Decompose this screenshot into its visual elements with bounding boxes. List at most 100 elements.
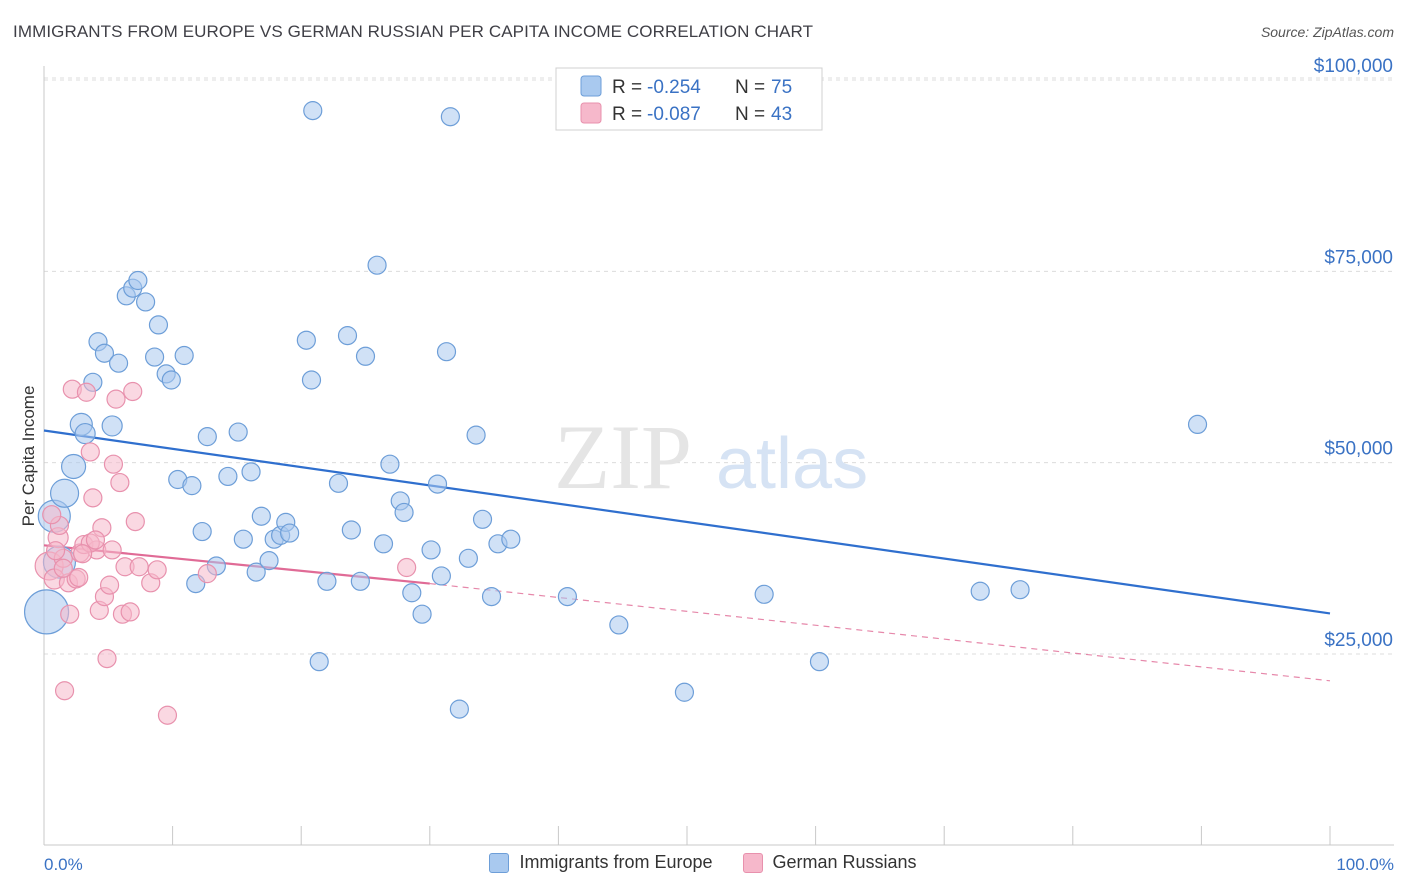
point-immigrants-from-europe [60, 453, 87, 480]
y-tick-label: $25,000 [1324, 630, 1393, 651]
point-immigrants-from-europe [94, 343, 115, 363]
point-immigrants-from-europe [108, 353, 129, 373]
stats-r-label-2: R = [612, 104, 642, 125]
watermark-atlas: atlas [716, 424, 868, 504]
point-german-russians [45, 541, 66, 561]
legend-swatch-pink [742, 852, 763, 873]
stats-n-label-2: N = [735, 104, 765, 125]
point-german-russians [125, 511, 145, 532]
legend-label-german-russians: German Russians [772, 852, 917, 872]
point-immigrants-from-europe [436, 342, 457, 362]
point-immigrants-from-europe [182, 476, 202, 496]
point-immigrants-from-europe [228, 422, 248, 442]
point-immigrants-from-europe [355, 346, 376, 366]
point-immigrants-from-europe [197, 427, 217, 447]
point-immigrants-from-europe [449, 699, 469, 719]
point-immigrants-from-europe [259, 551, 279, 571]
stats-n-label-1: N = [735, 77, 765, 98]
point-immigrants-from-europe [412, 604, 432, 624]
point-german-russians [123, 381, 143, 402]
point-immigrants-from-europe [1187, 414, 1208, 434]
point-immigrants-from-europe [101, 415, 123, 437]
stats-n-value-1: 75 [771, 77, 792, 98]
stats-r-label-1: R = [612, 77, 642, 98]
legend-item-immigrants-from-europe[interactable]: Immigrants from Europe [489, 852, 713, 873]
point-immigrants-from-europe [337, 326, 358, 346]
y-tick-label: $50,000 [1324, 439, 1393, 460]
point-german-russians [106, 389, 126, 409]
point-immigrants-from-europe [501, 529, 521, 549]
point-immigrants-from-europe [557, 586, 578, 607]
point-german-russians [120, 602, 140, 622]
point-german-russians [110, 472, 130, 493]
point-immigrants-from-europe [472, 509, 493, 529]
point-immigrants-from-europe [49, 478, 80, 508]
point-immigrants-from-europe [301, 370, 322, 390]
point-immigrants-from-europe [380, 454, 400, 474]
point-immigrants-from-europe [809, 652, 830, 672]
point-german-russians [85, 530, 106, 550]
point-german-russians [72, 544, 93, 564]
point-german-russians [83, 488, 103, 508]
point-immigrants-from-europe [754, 584, 774, 604]
point-immigrants-from-europe [218, 466, 238, 487]
stats-swatch-blue [580, 75, 602, 97]
point-immigrants-from-europe [192, 521, 212, 542]
point-german-russians [147, 560, 167, 580]
watermark: ZIP atlas [554, 406, 868, 508]
point-immigrants-from-europe [427, 474, 448, 494]
point-immigrants-from-europe [280, 523, 300, 543]
stats-swatch-pink [580, 102, 602, 124]
point-german-russians [76, 382, 97, 402]
stats-r-value-2: -0.087 [647, 104, 701, 125]
y-tick-label: $100,000 [1314, 56, 1393, 77]
point-german-russians [102, 540, 122, 560]
point-immigrants-from-europe [317, 571, 337, 591]
point-german-russians [397, 557, 417, 578]
trend-line-immigrants-from-europe [43, 429, 1331, 615]
point-immigrants-from-europe [328, 473, 349, 493]
point-immigrants-from-europe [674, 682, 695, 702]
watermark-zip: ZIP [554, 406, 692, 508]
point-immigrants-from-europe [135, 292, 156, 312]
stats-r-value-1: -0.254 [647, 77, 701, 98]
point-german-russians [80, 442, 100, 462]
point-immigrants-from-europe [458, 548, 478, 568]
point-immigrants-from-europe [367, 255, 387, 275]
point-immigrants-from-europe [373, 534, 394, 554]
point-german-russians [129, 557, 149, 577]
x-tick-label-right: 100.0% [1336, 855, 1394, 874]
data-points [23, 101, 1208, 725]
stats-legend: R = -0.254 N = 75 R = -0.087 N = 43 [555, 67, 823, 131]
point-immigrants-from-europe [128, 270, 148, 291]
point-immigrants-from-europe [609, 615, 629, 635]
axes [43, 66, 1394, 846]
y-axis-label: Per Capita Income [19, 386, 38, 527]
point-german-russians [157, 705, 178, 725]
x-tick-label-left: 0.0% [44, 855, 83, 874]
point-immigrants-from-europe [161, 370, 181, 390]
point-immigrants-from-europe [466, 425, 486, 445]
point-immigrants-from-europe [233, 529, 253, 549]
point-immigrants-from-europe [148, 315, 169, 335]
point-immigrants-from-europe [241, 462, 261, 482]
point-german-russians [53, 558, 73, 578]
point-immigrants-from-europe [970, 581, 990, 601]
y-tick-label: $75,000 [1324, 247, 1393, 268]
point-immigrants-from-europe [394, 502, 414, 523]
point-immigrants-from-europe [246, 562, 266, 582]
point-immigrants-from-europe [431, 566, 451, 586]
point-immigrants-from-europe [309, 652, 329, 672]
point-immigrants-from-europe [350, 571, 370, 591]
point-immigrants-from-europe [402, 583, 422, 603]
point-immigrants-from-europe [341, 520, 361, 540]
point-german-russians [60, 604, 80, 624]
point-german-russians [42, 505, 62, 525]
point-immigrants-from-europe [251, 506, 271, 526]
legend: Immigrants from Europe German Russians [0, 852, 1406, 873]
point-immigrants-from-europe [144, 347, 165, 367]
legend-item-german-russians[interactable]: German Russians [742, 852, 917, 873]
chart-source: Source: ZipAtlas.com [1260, 24, 1394, 40]
point-immigrants-from-europe [421, 540, 441, 560]
